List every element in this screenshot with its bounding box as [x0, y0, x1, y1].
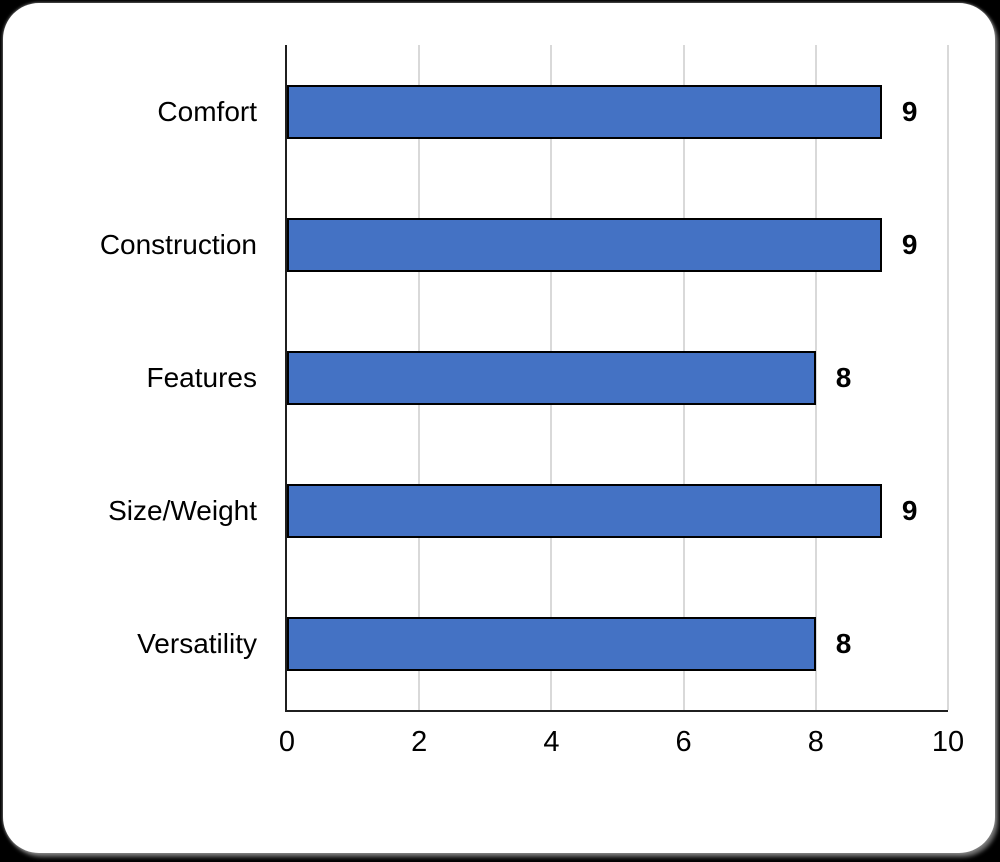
x-tick-label-8: 8: [807, 726, 824, 758]
bar-size-weight: [287, 484, 882, 538]
value-label-construction: 9: [901, 229, 918, 260]
x-tick-label-2: 2: [411, 726, 428, 758]
category-label-versatility: Versatility: [137, 627, 257, 659]
value-label-versatility: 8: [835, 628, 852, 659]
bar-versatility: [287, 617, 816, 671]
category-label-comfort: Comfort: [157, 95, 257, 127]
gridline-10: [947, 45, 949, 710]
plot-area: 9 9 8 9 8: [285, 45, 949, 712]
category-label-features: Features: [146, 361, 258, 393]
bar-comfort: [287, 85, 882, 139]
x-tick-label-0: 0: [278, 726, 296, 758]
gridline-8: [814, 45, 817, 710]
value-label-comfort: 9: [901, 96, 918, 127]
x-tick-label-10: 10: [931, 726, 965, 758]
category-axis: Comfort Construction Features Size/Weight Ve…: [3, 45, 285, 710]
chart-card: Comfort Construction Features Size/Weight Ve…: [3, 3, 995, 853]
x-axis-ticks: 0 2 4 6 8 10: [279, 712, 964, 767]
category-label-size-weight: Size/Weight: [108, 494, 257, 526]
value-label-size-weight: 9: [901, 495, 918, 526]
x-tick-label-4: 4: [543, 726, 560, 758]
x-tick-label-6: 6: [675, 726, 692, 758]
value-label-features: 8: [835, 362, 852, 393]
bar-features: [287, 351, 816, 405]
category-label-construction: Construction: [99, 228, 257, 260]
bar-construction: [287, 218, 882, 272]
